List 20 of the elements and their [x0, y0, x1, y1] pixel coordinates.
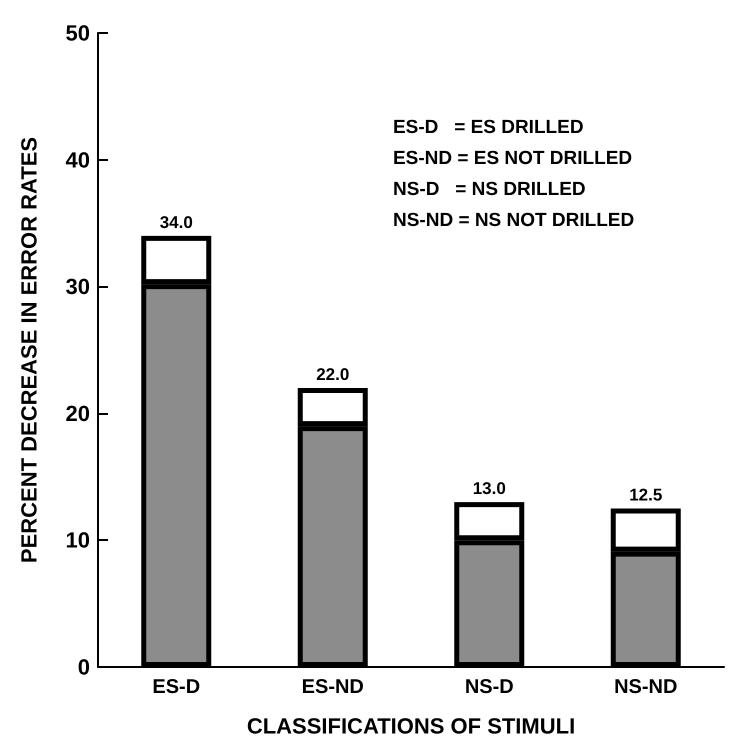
annotation: ES-ND = ES NOT DRILLED: [393, 148, 632, 169]
annotation: ES-D = ES DRILLED: [393, 117, 584, 138]
annotation: NS-ND = NS NOT DRILLED: [393, 210, 634, 231]
total-label: 13.0: [472, 479, 506, 498]
x-tick-label: ES-D: [152, 676, 200, 698]
x-tick-label: NS-D: [464, 676, 514, 698]
total-label: 34.0: [160, 212, 193, 232]
x-axis-title: CLASSIFICATIONS OF STIMULI: [246, 714, 576, 738]
annotation: NS-D = NS DRILLED: [393, 179, 586, 200]
y-tick-label: 0: [78, 654, 90, 680]
total-label: 22.0: [316, 365, 350, 384]
y-tick-label: 10: [66, 528, 90, 553]
y-tick-label: 50: [66, 20, 90, 46]
y-tick-label: 30: [66, 274, 90, 300]
x-tick-label: NS-ND: [614, 676, 678, 698]
y-axis-title: PERCENT DECREASE IN ERROR RATES: [16, 136, 42, 564]
y-tick-label: 40: [66, 147, 90, 172]
x-tick-label: ES-ND: [302, 676, 364, 698]
y-tick-label: 20: [66, 400, 90, 426]
total-label: 12.5: [629, 486, 662, 504]
